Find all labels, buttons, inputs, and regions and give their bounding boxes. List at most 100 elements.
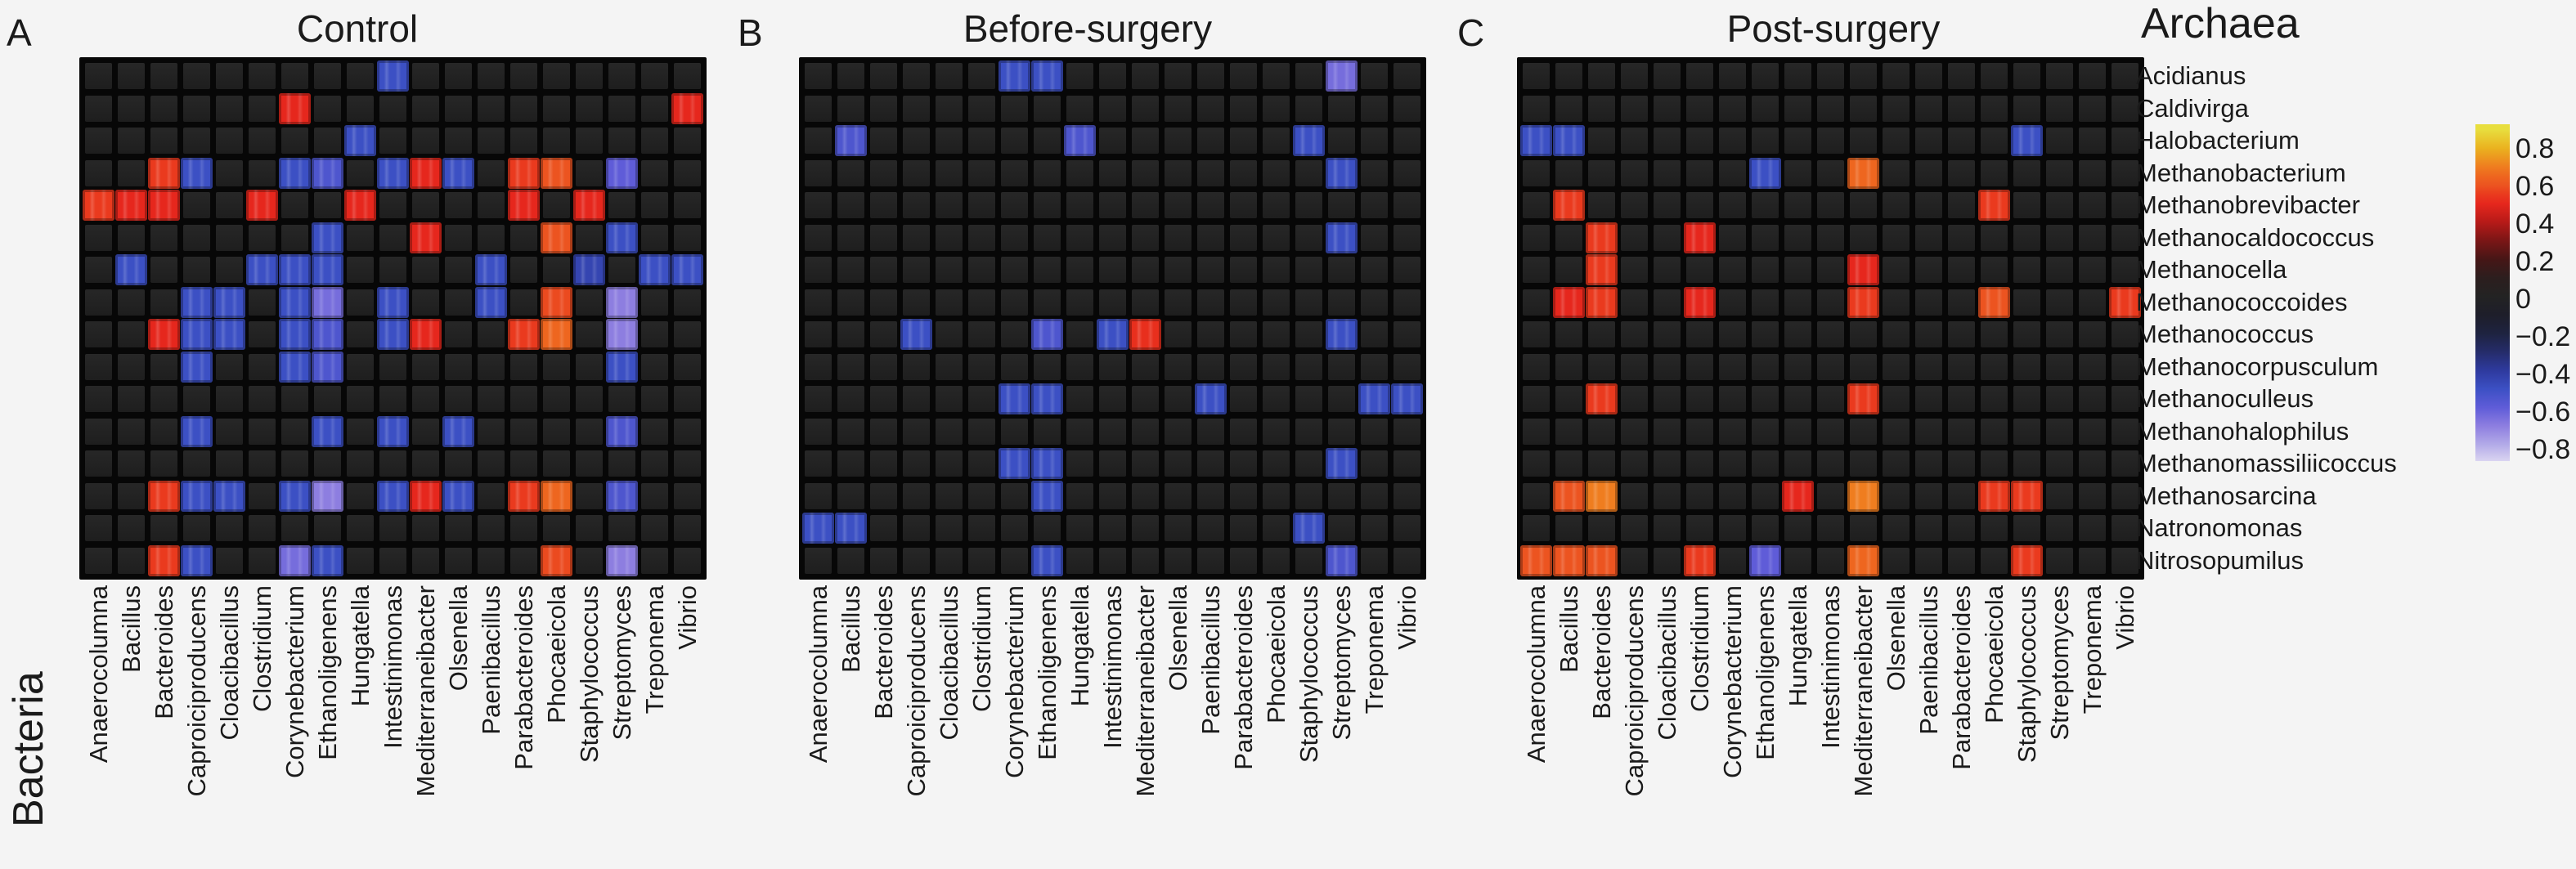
heatmap-cell	[1328, 257, 1355, 283]
heatmap-cell	[837, 386, 864, 412]
heatmap-cell	[510, 386, 537, 412]
heatmap-cell	[1358, 383, 1390, 414]
heatmap-cell	[2046, 159, 2073, 186]
heatmap-cell	[903, 192, 930, 218]
heatmap-cell	[478, 95, 505, 122]
heatmap-cell	[1654, 63, 1681, 89]
heatmap-cell	[249, 159, 276, 186]
heatmap-cell	[1523, 418, 1550, 445]
heatmap-cell	[1263, 386, 1290, 412]
heatmap-cell	[1817, 515, 1844, 541]
heatmap-cell	[543, 515, 570, 541]
heatmap-cell	[903, 353, 930, 380]
heatmap-cell	[249, 224, 276, 251]
heatmap-cell	[510, 63, 537, 89]
heatmap-cell	[837, 321, 864, 347]
heatmap-cell	[1752, 353, 1779, 380]
heatmap-cell	[968, 192, 995, 218]
heatmap-cell	[1654, 547, 1681, 574]
heatmap-cell	[314, 192, 341, 218]
heatmap-cell	[478, 159, 505, 186]
heatmap-cell	[279, 157, 311, 189]
heatmap-cell	[249, 482, 276, 509]
heatmap-cell	[1948, 289, 1975, 316]
heatmap-cell	[510, 257, 537, 283]
heatmap-cell	[1719, 257, 1746, 283]
heatmap-cell	[936, 128, 963, 154]
heatmap-cell	[1752, 289, 1779, 316]
heatmap-cell	[1295, 289, 1322, 316]
heatmap-cell	[1263, 128, 1290, 154]
heatmap-cell	[641, 353, 668, 380]
heatmap-cell	[478, 224, 505, 251]
heatmap-cell	[1197, 95, 1224, 122]
heatmap-cell	[1393, 159, 1420, 186]
heatmap-cell	[1197, 321, 1224, 347]
heatmap-cell	[1165, 257, 1192, 283]
heatmap-cell	[968, 128, 995, 154]
heatmap-cell	[1361, 224, 1388, 251]
heatmap-cell	[2046, 547, 2073, 574]
heatmap-cell	[1001, 289, 1028, 316]
heatmap-cell	[1263, 95, 1290, 122]
heatmap-cell	[870, 482, 897, 509]
heatmap-cell	[1132, 353, 1159, 380]
heatmap-cell	[1719, 159, 1746, 186]
heatmap-cell	[2046, 257, 2073, 283]
heatmap-cell	[1099, 128, 1126, 154]
x-axis-label: Parabacteroides	[1228, 585, 1258, 770]
colorbar-tick-label: 0	[2515, 284, 2531, 315]
heatmap-cell	[1883, 128, 1910, 154]
heatmap-cell	[1553, 190, 1585, 221]
heatmap-cell	[1132, 224, 1159, 251]
heatmap-cell	[377, 157, 409, 189]
heatmap-cell	[1948, 353, 1975, 380]
heatmap-cell	[1555, 257, 1582, 283]
heatmap-cell	[150, 63, 177, 89]
heatmap-cell	[1948, 95, 1975, 122]
heatmap-cell	[2112, 547, 2138, 574]
heatmap-cell	[641, 289, 668, 316]
y-axis-label: Methanosarcina	[2136, 481, 2317, 510]
heatmap-cell	[903, 128, 930, 154]
heatmap-cell	[2112, 482, 2138, 509]
heatmap-cell	[870, 63, 897, 89]
heatmap-cell	[1981, 63, 2008, 89]
heatmap-cell	[312, 157, 343, 189]
heatmap-cell	[641, 321, 668, 347]
heatmap-cell	[377, 60, 409, 92]
heatmap-cell	[543, 418, 570, 445]
heatmap-cell	[541, 480, 572, 512]
heatmap-cell	[1948, 547, 1975, 574]
heatmap-cell	[576, 289, 603, 316]
heatmap-cell	[1129, 319, 1161, 350]
heatmap-cell	[1523, 450, 1550, 477]
heatmap-cell	[1165, 386, 1192, 412]
heatmap-cell	[641, 95, 668, 122]
heatmap-cell	[2079, 418, 2106, 445]
heatmap-cell	[478, 547, 505, 574]
heatmap-cell	[1817, 289, 1844, 316]
heatmap-cell	[1197, 159, 1224, 186]
heatmap-cell	[1719, 95, 1746, 122]
x-axis-label: Intestinimonas	[378, 585, 407, 749]
heatmap-cell	[1523, 321, 1550, 347]
heatmap-cell	[837, 547, 864, 574]
heatmap-cell	[1883, 224, 1910, 251]
heatmap-cell	[478, 515, 505, 541]
heatmap-cell	[445, 386, 472, 412]
heatmap-cell	[674, 63, 701, 89]
heatmap-cell	[2079, 128, 2106, 154]
heatmap-cell	[510, 224, 537, 251]
heatmap-cell	[1621, 224, 1648, 251]
heatmap-cell	[805, 289, 832, 316]
heatmap-cell	[968, 353, 995, 380]
heatmap-cell	[1948, 321, 1975, 347]
heatmap-cell	[968, 224, 995, 251]
heatmap-cell	[445, 515, 472, 541]
heatmap-cell	[379, 353, 406, 380]
heatmap-cell	[1621, 192, 1648, 218]
heatmap-cell	[312, 415, 343, 447]
heatmap-cell	[671, 254, 703, 285]
heatmap-cell	[1326, 319, 1358, 350]
